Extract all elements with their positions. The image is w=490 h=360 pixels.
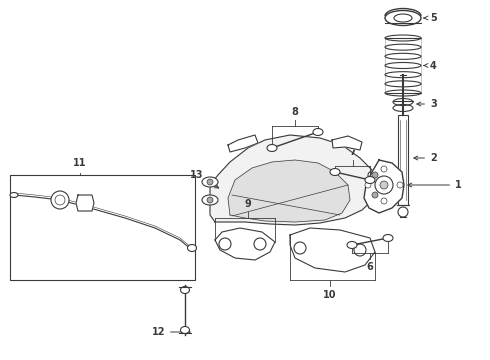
Text: 2: 2 — [414, 153, 437, 163]
Text: 11: 11 — [73, 158, 87, 168]
Text: 3: 3 — [417, 99, 437, 109]
Text: 5: 5 — [424, 13, 437, 23]
Circle shape — [381, 166, 387, 172]
Polygon shape — [364, 160, 404, 213]
Ellipse shape — [180, 287, 190, 293]
Text: 1: 1 — [408, 180, 462, 190]
Polygon shape — [228, 135, 258, 152]
Ellipse shape — [313, 129, 323, 135]
Ellipse shape — [188, 244, 196, 252]
Polygon shape — [290, 228, 375, 272]
Circle shape — [207, 197, 213, 203]
Circle shape — [397, 182, 403, 188]
Text: 9: 9 — [245, 199, 251, 209]
Circle shape — [372, 192, 378, 198]
Polygon shape — [332, 136, 362, 150]
Text: 8: 8 — [292, 107, 298, 117]
Polygon shape — [215, 228, 275, 260]
Circle shape — [365, 182, 371, 188]
Circle shape — [207, 179, 213, 185]
Ellipse shape — [365, 176, 375, 184]
Text: 6: 6 — [367, 262, 373, 272]
Circle shape — [372, 172, 378, 178]
Circle shape — [380, 181, 388, 189]
Bar — [398, 115, 408, 205]
Polygon shape — [76, 195, 94, 211]
Ellipse shape — [383, 234, 393, 242]
Circle shape — [51, 191, 69, 209]
Text: 13: 13 — [190, 170, 219, 188]
Text: 10: 10 — [323, 290, 337, 300]
Ellipse shape — [202, 195, 218, 205]
Polygon shape — [210, 135, 378, 225]
Text: 7: 7 — [349, 147, 356, 157]
Ellipse shape — [267, 144, 277, 152]
Bar — [10, 175, 195, 280]
Polygon shape — [228, 160, 350, 222]
Ellipse shape — [10, 193, 18, 198]
Ellipse shape — [368, 171, 382, 180]
Text: 12: 12 — [151, 327, 190, 337]
Ellipse shape — [330, 168, 340, 176]
Ellipse shape — [180, 327, 190, 333]
Ellipse shape — [202, 177, 218, 187]
Circle shape — [381, 198, 387, 204]
Ellipse shape — [347, 242, 357, 248]
Ellipse shape — [368, 190, 382, 199]
Text: 4: 4 — [424, 60, 437, 71]
